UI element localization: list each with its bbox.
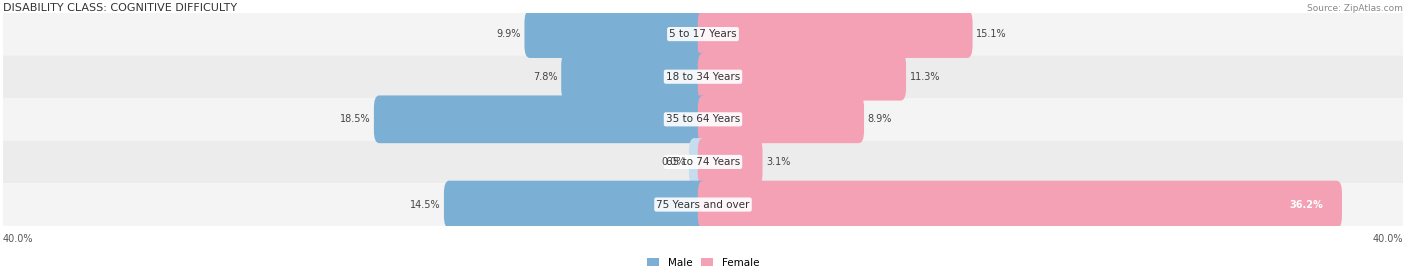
Text: 0.0%: 0.0%: [661, 157, 686, 167]
FancyBboxPatch shape: [697, 10, 973, 58]
FancyBboxPatch shape: [697, 138, 762, 186]
FancyBboxPatch shape: [689, 138, 709, 186]
FancyBboxPatch shape: [3, 183, 1403, 226]
Text: 8.9%: 8.9%: [868, 114, 891, 124]
Text: 75 Years and over: 75 Years and over: [657, 200, 749, 210]
Legend: Male, Female: Male, Female: [647, 257, 759, 268]
Text: 3.1%: 3.1%: [766, 157, 790, 167]
Text: 5 to 17 Years: 5 to 17 Years: [669, 29, 737, 39]
FancyBboxPatch shape: [697, 181, 1341, 228]
FancyBboxPatch shape: [374, 95, 709, 143]
FancyBboxPatch shape: [3, 98, 1403, 141]
Text: 18 to 34 Years: 18 to 34 Years: [666, 72, 740, 82]
FancyBboxPatch shape: [3, 13, 1403, 55]
Text: 15.1%: 15.1%: [976, 29, 1007, 39]
Text: 36.2%: 36.2%: [1289, 200, 1323, 210]
Text: 11.3%: 11.3%: [910, 72, 941, 82]
FancyBboxPatch shape: [561, 53, 709, 101]
Text: 14.5%: 14.5%: [409, 200, 440, 210]
Text: DISABILITY CLASS: COGNITIVE DIFFICULTY: DISABILITY CLASS: COGNITIVE DIFFICULTY: [3, 3, 236, 13]
FancyBboxPatch shape: [444, 181, 709, 228]
Text: 35 to 64 Years: 35 to 64 Years: [666, 114, 740, 124]
FancyBboxPatch shape: [3, 141, 1403, 183]
FancyBboxPatch shape: [697, 95, 865, 143]
FancyBboxPatch shape: [3, 55, 1403, 98]
Text: Source: ZipAtlas.com: Source: ZipAtlas.com: [1308, 4, 1403, 13]
FancyBboxPatch shape: [697, 53, 905, 101]
FancyBboxPatch shape: [524, 10, 709, 58]
Text: 40.0%: 40.0%: [1372, 234, 1403, 244]
Text: 9.9%: 9.9%: [496, 29, 522, 39]
Text: 7.8%: 7.8%: [533, 72, 558, 82]
Text: 18.5%: 18.5%: [340, 114, 370, 124]
Text: 65 to 74 Years: 65 to 74 Years: [666, 157, 740, 167]
Text: 40.0%: 40.0%: [3, 234, 34, 244]
